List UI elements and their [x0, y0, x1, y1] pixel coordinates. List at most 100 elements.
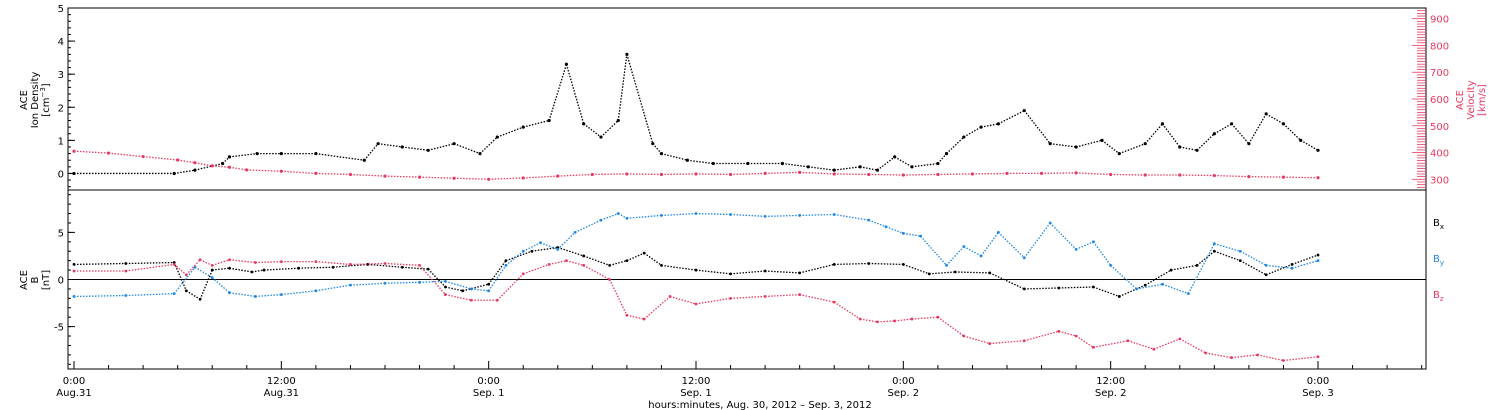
density-axis-title-line2: Ion Density	[30, 72, 41, 129]
bz-segment	[1075, 335, 1094, 348]
velocity-segment	[315, 172, 351, 176]
velocity-segment	[903, 173, 938, 176]
density-segment	[402, 146, 429, 151]
velocity-segment	[972, 172, 1008, 175]
density-segment	[479, 136, 498, 155]
density-segment	[1075, 139, 1103, 148]
by-segment	[1136, 283, 1163, 290]
by-segment	[885, 226, 904, 234]
velocity-segment	[557, 173, 593, 177]
density-series	[72, 52, 1320, 176]
bz-segment	[315, 260, 351, 266]
time-tick-label: 12:00	[1096, 376, 1125, 387]
velocity-segment	[419, 176, 455, 179]
bx-segment	[730, 270, 766, 275]
bx-segment	[1239, 260, 1267, 276]
date-tick-label: Sep. 3	[1302, 388, 1334, 399]
bx-segment	[402, 266, 429, 270]
time-tick-label: 0:00	[63, 376, 85, 387]
by-segment	[617, 212, 628, 219]
velocity-segment	[1283, 176, 1319, 179]
density-segment	[1300, 139, 1319, 151]
by-segment	[255, 293, 282, 298]
bz-segment	[1024, 330, 1060, 342]
date-tick-label: Sep. 1	[680, 388, 712, 399]
by-segment	[980, 232, 999, 257]
bz-segment	[1231, 354, 1258, 359]
by-segment	[868, 219, 887, 228]
velocity-axis-title-line1: ACE	[1455, 90, 1466, 110]
velocity-tick-label: 300	[1430, 175, 1449, 186]
bz-segment	[877, 320, 895, 323]
by-segment	[1049, 222, 1077, 250]
bz-segment	[199, 259, 213, 266]
density-segment	[937, 153, 948, 164]
by-segment	[963, 245, 982, 257]
by-segment	[194, 266, 213, 279]
velocity-segment	[143, 155, 178, 161]
velocity-point	[1316, 176, 1320, 180]
velocity-segment	[454, 177, 489, 180]
bx-segment	[445, 286, 463, 292]
density-segment	[782, 162, 809, 168]
bx-segment	[765, 270, 800, 274]
velocity-tick-label: 800	[1430, 41, 1449, 52]
bx-segment	[462, 283, 489, 292]
bx-segment	[199, 269, 213, 300]
bx-segment	[695, 269, 731, 275]
by-segment	[1239, 250, 1267, 266]
time-tick-label: 12:00	[267, 376, 296, 387]
density-segment	[860, 166, 878, 171]
density-segment	[617, 54, 628, 121]
velocity-segment	[626, 173, 662, 176]
density-segment	[565, 64, 585, 124]
bx-segment	[955, 271, 990, 274]
density-segment	[661, 152, 688, 161]
velocity-segment	[799, 171, 835, 175]
by-segment	[946, 246, 965, 266]
bz-segment	[730, 295, 766, 299]
bz-segment	[989, 340, 1025, 345]
by-segment	[419, 280, 446, 283]
density-segment	[834, 166, 861, 171]
velocity-segment	[1041, 172, 1077, 175]
density-tick-label: 5	[58, 4, 64, 15]
velocity-segment	[281, 170, 316, 175]
velocity-segment	[592, 173, 627, 176]
velocity-series	[72, 149, 1320, 181]
velocity-segment	[1076, 172, 1111, 176]
legend-bz: Bz	[1433, 290, 1444, 303]
by-segment	[1092, 241, 1112, 266]
bx-point	[953, 270, 957, 274]
time-axis-title: hours:minutes, Aug. 30, 2012 – Sep. 3, 2…	[648, 400, 871, 410]
bz-segment	[1058, 330, 1077, 337]
date-tick-label: Sep. 2	[888, 388, 920, 399]
by-segment	[626, 214, 662, 219]
bz-segment	[695, 297, 731, 305]
bz-segment	[799, 293, 835, 303]
by-point	[763, 214, 767, 218]
bx-segment	[1024, 287, 1059, 290]
by-segment	[1291, 260, 1319, 269]
bx-segment	[834, 262, 869, 266]
density-axis-ticks: 0 1 2 3 4 5	[58, 4, 75, 188]
bz-segment	[255, 260, 282, 264]
velocity-point	[176, 158, 180, 162]
by-segment	[505, 250, 524, 266]
density-point	[172, 171, 176, 176]
bx-segment	[903, 263, 930, 275]
bz-segment	[212, 259, 230, 266]
velocity-segment	[229, 166, 247, 171]
bx-segment	[1291, 254, 1319, 266]
bx-segment	[73, 262, 126, 266]
velocity-segment	[177, 159, 196, 164]
by-segment	[799, 213, 835, 217]
bz-segment	[496, 273, 524, 301]
bx-segment	[212, 267, 230, 271]
bx-segment	[661, 264, 697, 271]
density-tick-label: 1	[58, 136, 64, 147]
bx-point	[867, 262, 871, 265]
bz-segment	[765, 293, 800, 298]
magnetic-panel: -5 0 5 ACE B [nT] Bx By Bz	[19, 189, 1444, 370]
